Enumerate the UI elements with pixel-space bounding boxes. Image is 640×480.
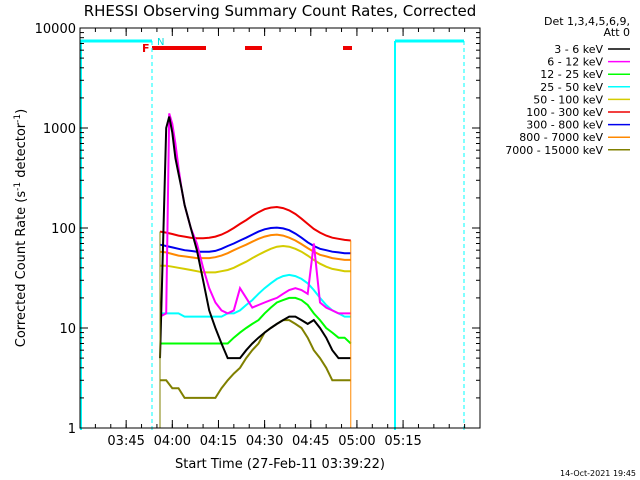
x-axis-label: Start Time (27-Feb-11 03:39:22)	[175, 457, 385, 472]
legend-label: 300 - 800 keV	[526, 119, 603, 132]
x-tick-label: 05:15	[384, 434, 421, 449]
flag-label-n: N	[157, 37, 164, 48]
legend-header-line-2: Att 0	[604, 26, 630, 39]
series-line-800-7000-kev	[159, 233, 351, 261]
x-tick-label: 03:45	[107, 434, 144, 449]
legend-label: 3 - 6 keV	[554, 43, 603, 56]
chart-title: RHESSI Observing Summary Count Rates, Co…	[84, 2, 477, 20]
y-axis-label: Corrected Count Rate (s-1 detector-1)	[13, 109, 29, 347]
y-tick-label: 100	[51, 222, 76, 237]
legend-label: 6 - 12 keV	[547, 56, 603, 69]
x-tick-label: 04:30	[246, 434, 283, 449]
series-line-3-6-kev	[159, 116, 351, 360]
series-line-7000-15000-kev	[160, 319, 351, 399]
series-line-50-100-kev	[160, 244, 351, 274]
legend-label: 25 - 50 keV	[540, 81, 603, 94]
x-tick-label: 04:45	[292, 434, 329, 449]
y-tick-label: 10	[59, 322, 76, 337]
x-tick-label: 05:00	[338, 434, 375, 449]
legend-label: 7000 - 15000 keV	[505, 144, 603, 157]
series-layer	[159, 113, 352, 428]
legend-label: 12 - 25 keV	[540, 68, 603, 81]
y-tick-label: 1000	[43, 122, 76, 137]
x-tick-label: 04:00	[154, 434, 191, 449]
legend-label: 100 - 300 keV	[526, 106, 603, 119]
legend-label: 800 - 7000 keV	[519, 131, 603, 144]
legend-header-line-1: Det 1,3,4,5,6,9,	[544, 15, 630, 28]
y-tick-label: 1	[68, 422, 76, 437]
x-tick-label: 04:15	[200, 434, 237, 449]
y-tick-label: 10000	[35, 22, 76, 37]
series-line-300-800-kev	[159, 226, 351, 255]
flag-label-f: F	[142, 42, 150, 55]
series-line-12-25-kev	[160, 296, 352, 345]
legend-label: 50 - 100 keV	[533, 93, 603, 106]
series-line-100-300-kev	[159, 205, 351, 242]
generation-timestamp: 14-Oct-2021 19:45	[560, 469, 636, 478]
axes-layer: 1 10 100 1000 10000 03:45 04:00 04:15 04:30 04:45…	[35, 22, 481, 449]
